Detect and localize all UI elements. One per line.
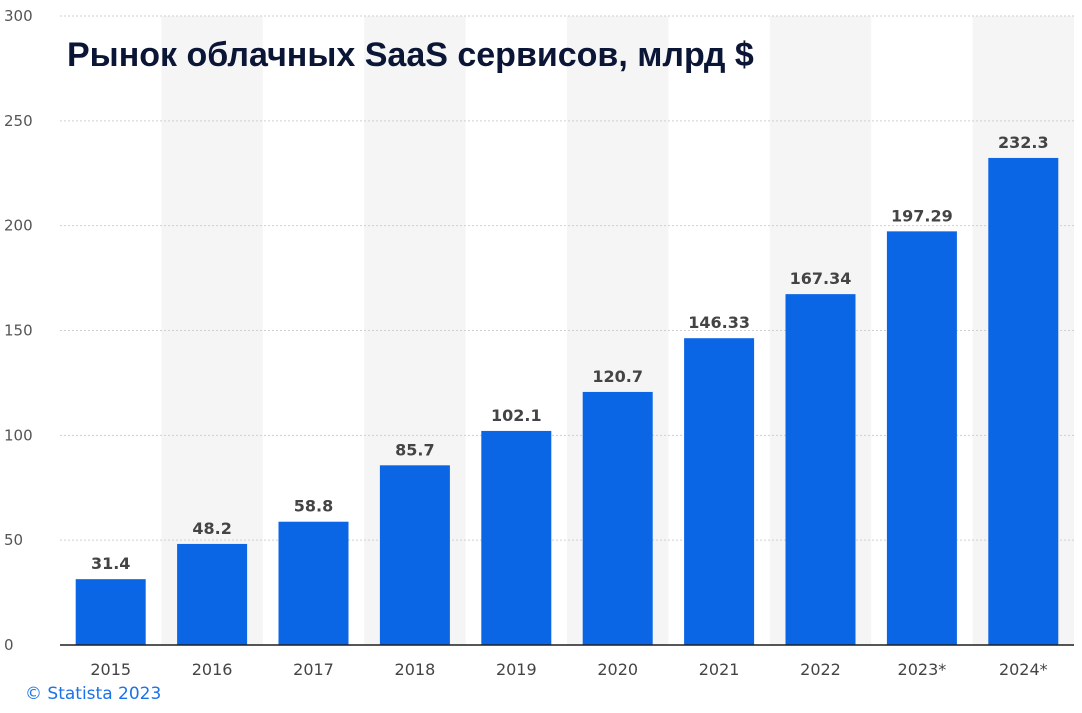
x-tick-label: 2015 xyxy=(90,660,131,679)
data-label: 232.3 xyxy=(998,133,1049,152)
data-label: 146.33 xyxy=(688,313,750,332)
x-tick-label: 2019 xyxy=(496,660,537,679)
x-tick-label: 2017 xyxy=(293,660,334,679)
data-label: 58.8 xyxy=(294,497,333,516)
bar xyxy=(481,430,552,645)
y-tick-label: 300 xyxy=(4,7,33,25)
x-tick-label: 2022 xyxy=(800,660,841,679)
y-tick-label: 0 xyxy=(4,636,14,654)
source-credit[interactable]: © Statista 2023 xyxy=(25,684,162,704)
y-tick-label: 50 xyxy=(4,531,23,549)
bar xyxy=(684,338,755,645)
bar xyxy=(177,543,248,645)
y-tick-label: 150 xyxy=(4,322,33,340)
y-tick-label: 100 xyxy=(4,426,33,444)
data-label: 85.7 xyxy=(395,440,434,459)
chart-title: Рынок облачных SaaS сервисов, млрд $ xyxy=(67,36,754,74)
bar xyxy=(379,465,450,645)
bar xyxy=(886,231,957,645)
data-label: 197.29 xyxy=(891,206,953,225)
x-tick-label: 2024* xyxy=(999,660,1048,679)
x-tick-label: 2018 xyxy=(395,660,436,679)
bar xyxy=(785,294,856,645)
x-tick-label: 2023* xyxy=(898,660,947,679)
bar xyxy=(582,391,653,645)
data-label: 31.4 xyxy=(91,554,130,573)
data-label: 167.34 xyxy=(790,269,852,288)
x-tick-label: 2016 xyxy=(192,660,233,679)
bar xyxy=(278,521,349,645)
bar xyxy=(988,157,1059,645)
x-tick-label: 2020 xyxy=(597,660,638,679)
data-label: 102.1 xyxy=(491,406,542,425)
data-label: 120.7 xyxy=(592,367,643,386)
y-tick-label: 250 xyxy=(4,112,33,130)
y-tick-label: 200 xyxy=(4,217,33,235)
bar xyxy=(75,579,146,645)
x-tick-label: 2021 xyxy=(699,660,740,679)
data-label: 48.2 xyxy=(192,519,231,538)
